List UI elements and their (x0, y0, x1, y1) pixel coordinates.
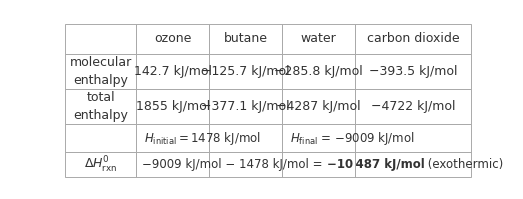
Bar (282, 124, 355, 152)
Bar (355, 152, 471, 177)
Bar (355, 124, 471, 152)
Bar (137, 124, 209, 152)
Text: −393.5 kJ/mol: −393.5 kJ/mol (369, 65, 457, 78)
Bar (65, 89, 137, 124)
Bar (355, 54, 471, 89)
Text: −125.7 kJ/mol: −125.7 kJ/mol (201, 65, 290, 78)
Bar (137, 152, 209, 177)
Bar (65, 24, 137, 54)
Text: ozone: ozone (154, 32, 191, 45)
Bar (137, 54, 209, 89)
Text: −285.8 kJ/mol: −285.8 kJ/mol (275, 65, 363, 78)
Text: $\Delta \it{H}^0_\mathregular{rxn}$: $\Delta \it{H}^0_\mathregular{rxn}$ (84, 154, 118, 175)
Text: −377.1 kJ/mol: −377.1 kJ/mol (201, 100, 290, 113)
Bar (65, 54, 137, 89)
Bar (65, 152, 137, 177)
Text: total
enthalpy: total enthalpy (73, 91, 128, 122)
Text: $\it{H}_\mathregular{final}$ = −9009 kJ/mol: $\it{H}_\mathregular{final}$ = −9009 kJ/… (290, 130, 415, 146)
Bar (65, 124, 137, 152)
Bar (355, 89, 471, 124)
Bar (137, 24, 209, 54)
Text: water: water (301, 32, 337, 45)
Bar (209, 89, 282, 124)
Bar (282, 152, 355, 177)
Text: −4287 kJ/mol: −4287 kJ/mol (276, 100, 361, 113)
Bar (209, 152, 282, 177)
Bar (355, 24, 471, 54)
Bar (282, 54, 355, 89)
Text: −4722 kJ/mol: −4722 kJ/mol (371, 100, 455, 113)
Bar (209, 24, 282, 54)
Text: $\it{H}_\mathregular{initial}$$\mathregular{ = 1478\ kJ/mol}$: $\it{H}_\mathregular{initial}$$\mathregu… (144, 130, 262, 146)
Text: 142.7 kJ/mol: 142.7 kJ/mol (134, 65, 212, 78)
Bar (209, 124, 282, 152)
Text: (exothermic): (exothermic) (424, 158, 504, 171)
Bar (282, 89, 355, 124)
Bar (282, 24, 355, 54)
Text: molecular
enthalpy: molecular enthalpy (70, 56, 132, 87)
Text: −9009 kJ/mol − 1478 kJ/mol =: −9009 kJ/mol − 1478 kJ/mol = (142, 158, 327, 171)
Bar (137, 89, 209, 124)
Text: butane: butane (224, 32, 268, 45)
Text: 1855 kJ/mol: 1855 kJ/mol (135, 100, 210, 113)
Bar (209, 54, 282, 89)
Text: carbon dioxide: carbon dioxide (367, 32, 459, 45)
Text: −10 487 kJ/mol: −10 487 kJ/mol (327, 158, 424, 171)
